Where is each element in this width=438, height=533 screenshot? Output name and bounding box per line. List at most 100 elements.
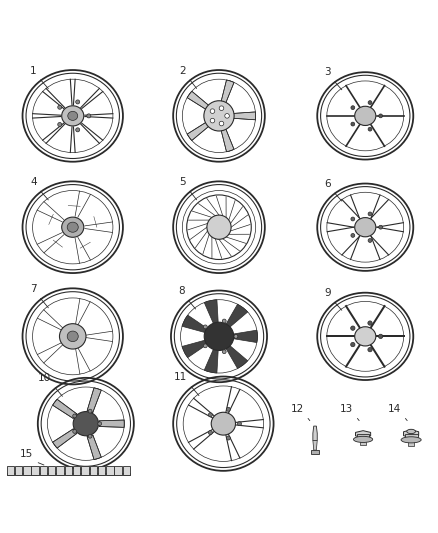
Text: 15: 15 <box>20 449 33 459</box>
Bar <box>114 466 122 475</box>
Circle shape <box>368 321 372 325</box>
Bar <box>360 439 366 445</box>
Bar <box>23 466 31 475</box>
Circle shape <box>208 413 212 417</box>
Bar <box>311 450 319 455</box>
Bar <box>98 466 105 475</box>
Text: 6: 6 <box>324 179 331 189</box>
Circle shape <box>223 350 226 353</box>
Polygon shape <box>226 345 248 368</box>
Bar <box>408 440 414 446</box>
Circle shape <box>203 344 207 348</box>
Circle shape <box>219 121 224 126</box>
Bar <box>7 473 130 475</box>
Text: 7: 7 <box>30 284 37 294</box>
Ellipse shape <box>73 411 99 436</box>
Circle shape <box>73 414 77 418</box>
Polygon shape <box>187 122 210 141</box>
Ellipse shape <box>355 217 376 237</box>
Bar <box>73 466 81 475</box>
Circle shape <box>58 123 62 126</box>
Polygon shape <box>233 330 258 343</box>
Bar <box>57 466 64 475</box>
Polygon shape <box>187 91 210 110</box>
Circle shape <box>210 109 215 114</box>
Bar <box>89 466 97 475</box>
Bar <box>32 466 39 475</box>
Polygon shape <box>356 431 371 438</box>
Ellipse shape <box>67 222 78 232</box>
Text: 8: 8 <box>178 286 184 296</box>
Bar <box>81 466 88 475</box>
Text: 4: 4 <box>30 177 37 187</box>
Circle shape <box>351 342 355 347</box>
Text: 10: 10 <box>38 373 51 383</box>
Ellipse shape <box>204 101 234 131</box>
Bar <box>40 466 47 475</box>
Circle shape <box>351 217 355 221</box>
Polygon shape <box>403 430 419 438</box>
Text: 5: 5 <box>180 177 186 187</box>
Ellipse shape <box>68 111 78 120</box>
Ellipse shape <box>207 215 231 239</box>
Ellipse shape <box>60 324 86 349</box>
Circle shape <box>368 239 372 243</box>
Circle shape <box>219 106 224 110</box>
Circle shape <box>73 430 77 433</box>
Circle shape <box>351 122 355 126</box>
Bar <box>15 466 22 475</box>
Polygon shape <box>313 440 317 450</box>
Circle shape <box>237 422 241 426</box>
Circle shape <box>208 431 212 434</box>
Polygon shape <box>313 426 317 440</box>
Ellipse shape <box>67 331 78 342</box>
Circle shape <box>223 319 226 323</box>
Polygon shape <box>99 420 124 427</box>
Polygon shape <box>221 127 234 152</box>
Ellipse shape <box>62 217 84 237</box>
Circle shape <box>351 106 355 110</box>
Ellipse shape <box>204 322 234 351</box>
Bar <box>357 434 369 439</box>
Circle shape <box>368 212 372 216</box>
Circle shape <box>226 407 230 411</box>
Circle shape <box>210 118 215 123</box>
Bar <box>405 434 418 440</box>
Circle shape <box>378 334 383 338</box>
Polygon shape <box>182 315 208 333</box>
Polygon shape <box>221 80 234 104</box>
Bar <box>65 466 72 475</box>
Circle shape <box>58 105 62 109</box>
Circle shape <box>234 334 238 338</box>
Polygon shape <box>232 112 256 120</box>
Bar <box>48 466 56 475</box>
Circle shape <box>203 325 207 329</box>
Ellipse shape <box>355 327 376 346</box>
Text: 2: 2 <box>180 66 186 76</box>
Circle shape <box>98 422 102 426</box>
Ellipse shape <box>401 437 421 443</box>
Bar <box>106 466 113 475</box>
Circle shape <box>351 326 355 330</box>
Circle shape <box>76 128 80 132</box>
Text: 13: 13 <box>340 404 353 414</box>
Polygon shape <box>226 304 248 328</box>
Text: 11: 11 <box>174 372 187 382</box>
Ellipse shape <box>211 412 236 435</box>
Circle shape <box>88 434 92 438</box>
Polygon shape <box>87 435 101 459</box>
Circle shape <box>368 348 372 352</box>
Bar <box>7 466 14 475</box>
Polygon shape <box>182 340 208 358</box>
Text: 1: 1 <box>30 66 37 76</box>
Polygon shape <box>53 399 77 418</box>
Polygon shape <box>204 300 218 324</box>
Circle shape <box>226 436 230 440</box>
Polygon shape <box>53 429 77 448</box>
Circle shape <box>379 114 382 118</box>
Circle shape <box>368 101 372 104</box>
Circle shape <box>87 114 91 118</box>
Circle shape <box>88 409 92 413</box>
Bar <box>123 466 130 475</box>
Text: 12: 12 <box>291 404 304 414</box>
